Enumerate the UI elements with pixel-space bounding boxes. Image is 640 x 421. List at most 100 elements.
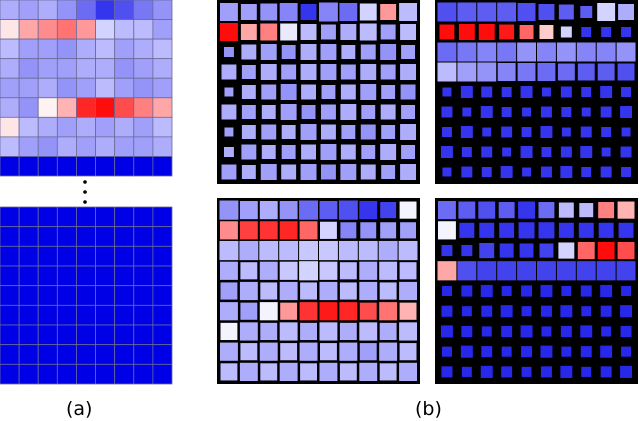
hinton-square (521, 366, 532, 377)
heatmap-cell (37, 324, 58, 346)
hinton-square (221, 104, 237, 120)
heatmap-cell (95, 206, 116, 228)
heatmap-cell (37, 0, 58, 20)
heatmap-cell (114, 304, 135, 326)
heatmap-cell (76, 136, 96, 157)
heatmap-cell (18, 38, 39, 60)
heatmap-cell (76, 285, 96, 306)
heatmap-cell (37, 116, 58, 138)
hinton-square (480, 106, 493, 118)
hinton-square (481, 167, 492, 177)
heatmap-cell (152, 324, 173, 346)
hinton-square (399, 201, 417, 219)
hinton-square (240, 343, 258, 361)
hinton-square (477, 42, 497, 62)
hinton-square (380, 104, 396, 120)
heatmap-cell (0, 363, 20, 385)
hinton-square (339, 342, 358, 361)
hinton-square (477, 261, 497, 281)
hinton-square (300, 282, 318, 300)
hinton-square (558, 4, 574, 20)
heatmap-cell (76, 226, 96, 247)
hinton-square (280, 84, 297, 100)
heatmap-cell (133, 285, 154, 306)
hinton-square (536, 261, 556, 281)
hinton-square (598, 202, 615, 219)
hinton-square (360, 84, 377, 100)
heatmap-cell (18, 19, 39, 40)
hinton-square (300, 24, 317, 40)
hinton-square (480, 284, 493, 298)
hinton-square (260, 322, 278, 341)
heatmap-cell (133, 0, 154, 20)
heatmap-cell (152, 226, 173, 247)
hinton-square (300, 124, 317, 140)
hinton-square (359, 302, 377, 320)
hinton-square (261, 145, 276, 159)
heatmap-cell (0, 116, 20, 138)
hinton-square (280, 302, 298, 320)
hinton-square (379, 282, 397, 300)
hinton-square (560, 86, 572, 98)
hinton-square (481, 146, 493, 158)
hinton-square (281, 125, 296, 139)
heatmap-cell (152, 265, 173, 287)
heatmap-cell (37, 58, 58, 79)
heatmap-cell (37, 77, 58, 99)
heatmap-cell (133, 19, 154, 40)
hinton-square (477, 2, 497, 22)
hinton-grid-1 (217, 0, 420, 184)
hinton-square (219, 302, 238, 321)
hinton-square (241, 65, 256, 79)
heatmap-cell (37, 156, 58, 177)
hinton-square (576, 261, 596, 281)
hinton-square (301, 105, 316, 119)
heatmap-cell (152, 77, 173, 99)
heatmap-cell (18, 363, 39, 385)
hinton-square (497, 2, 517, 22)
hinton-square (600, 305, 612, 317)
heatmap-cell (114, 0, 135, 20)
hinton-square (259, 302, 278, 321)
hinton-square (379, 322, 397, 341)
vertical-ellipsis-icon (83, 180, 87, 204)
hinton-square (480, 365, 493, 378)
hinton-square (240, 302, 258, 320)
hinton-square (319, 302, 338, 321)
hinton-square (240, 24, 257, 40)
hinton-square (399, 343, 417, 361)
hinton-square (601, 326, 612, 337)
hinton-square (617, 241, 635, 260)
hinton-square (219, 261, 238, 280)
heatmap-cell (0, 226, 20, 247)
heatmap-cell (56, 363, 77, 385)
hinton-square (380, 44, 397, 60)
heatmap-cell (56, 116, 77, 138)
hinton-square (401, 105, 416, 119)
hinton-square (381, 85, 396, 99)
hinton-square (517, 3, 536, 21)
hinton-square (381, 125, 396, 139)
hinton-square (581, 306, 592, 317)
hinton-square (519, 243, 534, 258)
heatmap-cell (152, 285, 173, 306)
heatmap-cell (95, 324, 116, 346)
hinton-square (560, 305, 573, 318)
hinton-square (482, 127, 492, 137)
hinton-square (538, 222, 555, 239)
heatmap-cell (18, 226, 39, 247)
hinton-square (560, 166, 573, 178)
hinton-square (519, 25, 534, 39)
heatmap-cell (56, 324, 77, 346)
hinton-square (441, 244, 453, 257)
hinton-square (517, 42, 537, 62)
heatmap-cell (152, 206, 173, 228)
hinton-square (259, 240, 279, 261)
panel-a-lower-grid (0, 206, 173, 385)
heatmap-cell (37, 363, 58, 385)
hinton-square (581, 167, 592, 177)
heatmap-cell (152, 0, 173, 20)
hinton-square (280, 104, 297, 120)
hinton-square (219, 3, 238, 21)
hinton-square (479, 242, 495, 259)
